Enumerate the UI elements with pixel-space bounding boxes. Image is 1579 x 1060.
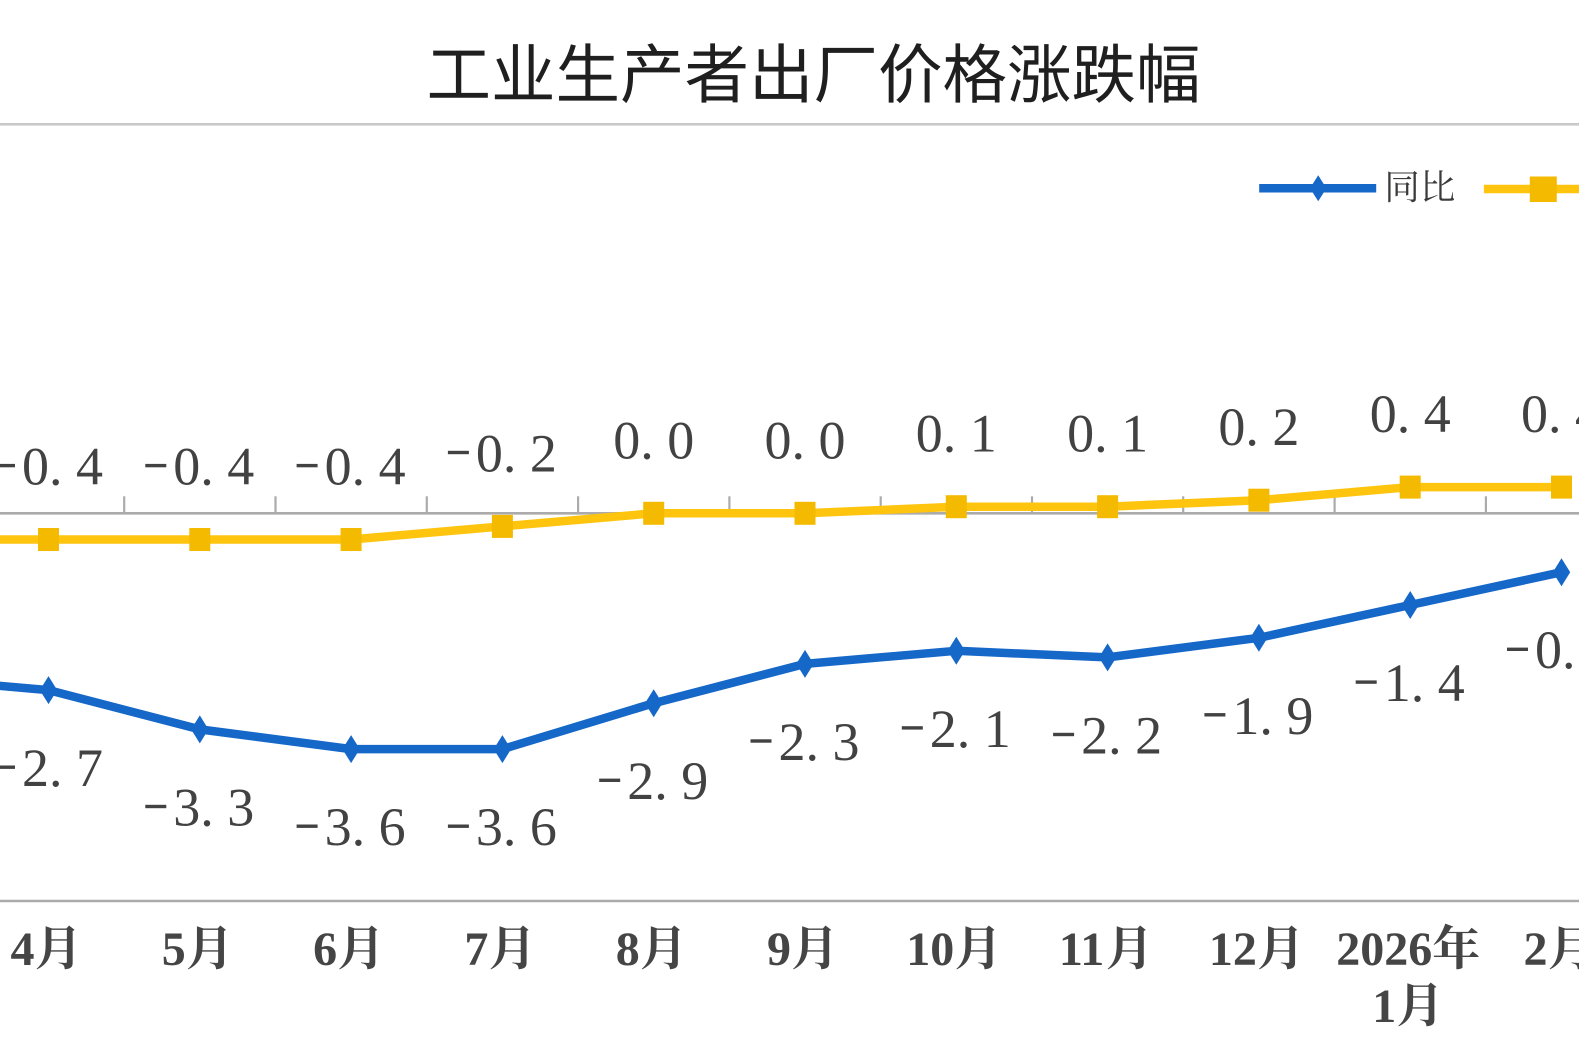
- svg-text:4: 4: [11, 923, 35, 976]
- svg-text:2. 2: 2. 2: [1081, 705, 1162, 765]
- svg-text:3. 6: 3. 6: [325, 797, 406, 857]
- svg-text:0. 2: 0. 2: [1218, 397, 1299, 457]
- svg-text:0. 4: 0. 4: [1370, 384, 1451, 444]
- svg-text:2. 7: 2. 7: [22, 738, 103, 798]
- svg-text:7: 7: [464, 923, 488, 976]
- svg-text:0. 9: 0. 9: [1535, 620, 1579, 680]
- svg-text:2. 3: 2. 3: [779, 712, 860, 772]
- svg-text:0. 1: 0. 1: [916, 404, 997, 464]
- svg-text:8: 8: [616, 923, 640, 976]
- svg-text:2: 2: [1524, 923, 1548, 976]
- svg-text:5: 5: [162, 923, 186, 976]
- svg-text:2. 9: 2. 9: [627, 751, 708, 811]
- svg-text:11: 11: [1059, 923, 1104, 976]
- svg-text:0. 0: 0. 0: [765, 410, 846, 470]
- svg-text:9: 9: [767, 923, 791, 976]
- svg-text:0. 0: 0. 0: [613, 410, 694, 470]
- svg-text:2. 1: 2. 1: [930, 699, 1011, 759]
- svg-text:10: 10: [906, 923, 954, 976]
- svg-text:1. 4: 1. 4: [1384, 653, 1465, 713]
- svg-text:0. 4: 0. 4: [173, 437, 254, 497]
- svg-text:0. 1: 0. 1: [1067, 404, 1148, 464]
- svg-text:0. 2: 0. 2: [476, 423, 557, 483]
- svg-text:2026: 2026: [1336, 923, 1432, 976]
- svg-text:6: 6: [313, 923, 337, 976]
- svg-text:3. 3: 3. 3: [173, 777, 254, 837]
- svg-text:0. 4: 0. 4: [22, 437, 103, 497]
- svg-text:1. 9: 1. 9: [1232, 686, 1313, 746]
- svg-text:3. 6: 3. 6: [476, 797, 557, 857]
- svg-text:1: 1: [1372, 980, 1396, 1033]
- svg-text:0. 4: 0. 4: [325, 437, 406, 497]
- svg-text:12: 12: [1209, 923, 1257, 976]
- svg-text:0. 4: 0. 4: [1521, 384, 1579, 444]
